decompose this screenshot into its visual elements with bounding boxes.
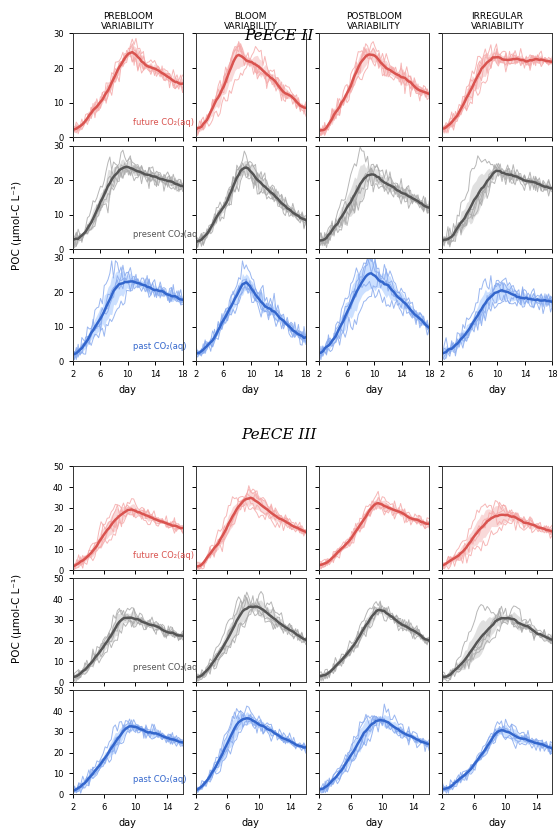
- Title: BLOOM
VARIABILITY: BLOOM VARIABILITY: [224, 12, 278, 31]
- X-axis label: day: day: [119, 385, 137, 395]
- Text: past CO₂(aq): past CO₂(aq): [133, 775, 186, 783]
- Title: PREBLOOM
VARIABILITY: PREBLOOM VARIABILITY: [100, 12, 155, 31]
- Text: present CO₂(aq): present CO₂(aq): [133, 663, 201, 671]
- Text: future CO₂(aq): future CO₂(aq): [133, 551, 194, 559]
- Title: POSTBLOOM
VARIABILITY: POSTBLOOM VARIABILITY: [346, 12, 402, 31]
- X-axis label: day: day: [488, 818, 506, 828]
- Text: future CO₂(aq): future CO₂(aq): [133, 118, 194, 127]
- X-axis label: day: day: [242, 818, 260, 828]
- Text: past CO₂(aq): past CO₂(aq): [133, 342, 186, 351]
- Text: PeECE II: PeECE II: [244, 29, 314, 43]
- Title: IRREGULAR
VARIABILITY: IRREGULAR VARIABILITY: [470, 12, 525, 31]
- Text: present CO₂(aq): present CO₂(aq): [133, 230, 201, 239]
- Text: POC (μmol-C L⁻¹): POC (μmol-C L⁻¹): [12, 574, 22, 663]
- Text: PeECE III: PeECE III: [241, 428, 317, 442]
- X-axis label: day: day: [365, 385, 383, 395]
- X-axis label: day: day: [242, 385, 260, 395]
- Text: POC (μmol-C L⁻¹): POC (μmol-C L⁻¹): [12, 181, 22, 270]
- X-axis label: day: day: [365, 818, 383, 828]
- X-axis label: day: day: [488, 385, 506, 395]
- X-axis label: day: day: [119, 818, 137, 828]
